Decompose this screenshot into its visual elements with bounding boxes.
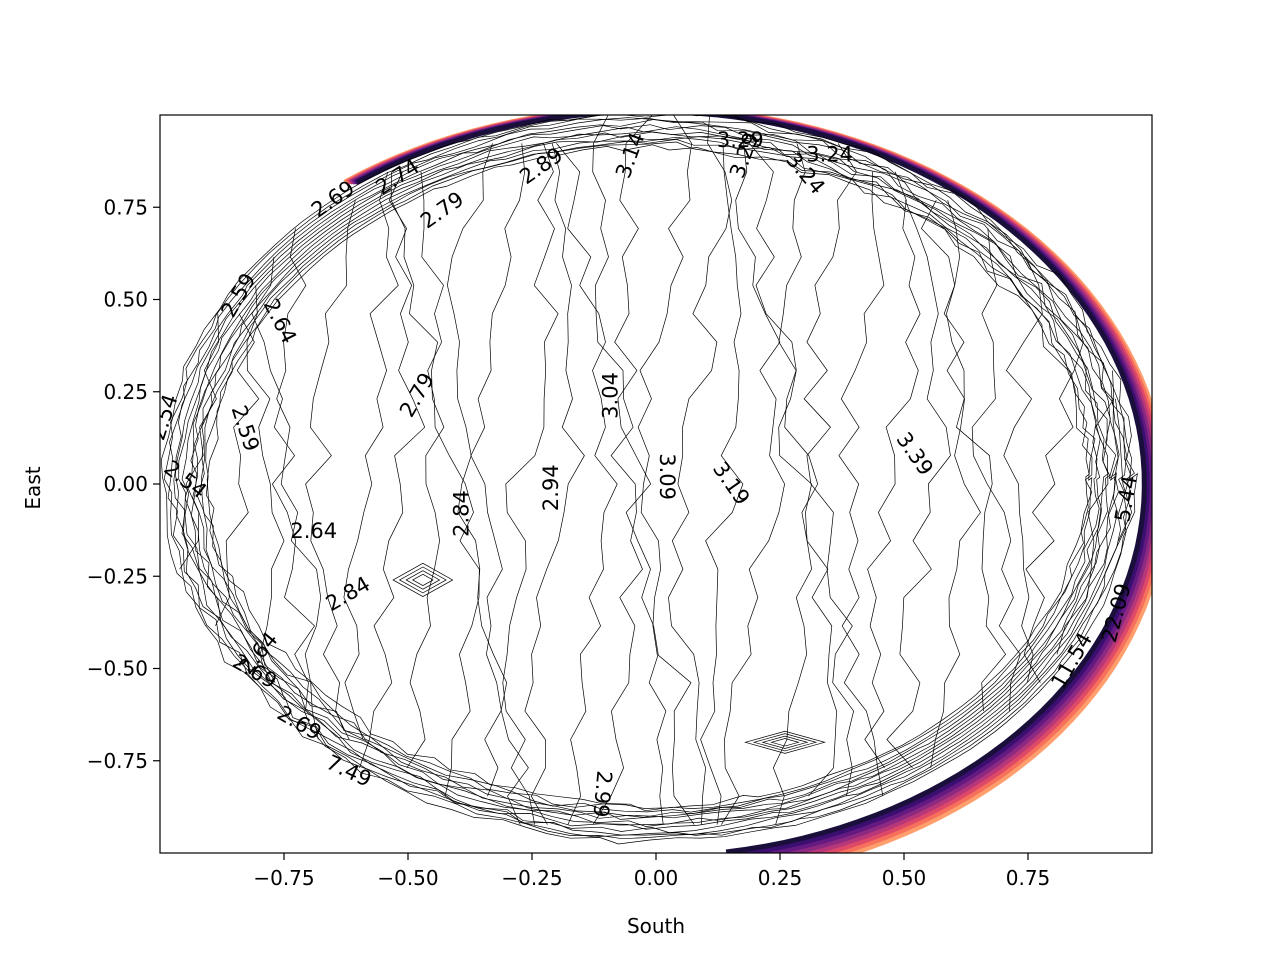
- contour-line: [305, 200, 356, 740]
- edge-contour-band: [355, 115, 1147, 853]
- x-axis-ticks: −0.75 −0.50 −0.25 0.00 0.25 0.50 0.75: [253, 853, 1050, 890]
- contour-line: [778, 143, 837, 797]
- contour-ring: [178, 124, 1120, 830]
- contour-line: [343, 171, 399, 740]
- contour-ring: [184, 131, 1111, 826]
- x-tick-label: 0.75: [1006, 866, 1051, 890]
- y-axis-ticks: 0.75 0.50 0.25 0.00 −0.25 −0.50 −0.75: [87, 195, 160, 773]
- x-axis-label: South: [627, 914, 685, 938]
- contour-ring: [160, 115, 1138, 845]
- contour-ring: [173, 119, 1119, 833]
- contour-label: 2.84: [450, 490, 474, 537]
- contour-line: [614, 115, 667, 825]
- contour-line: [886, 200, 951, 769]
- contour-island: [392, 562, 454, 597]
- x-tick-label: −0.50: [377, 866, 438, 890]
- x-tick-label: −0.25: [501, 866, 562, 890]
- contour-line: [700, 143, 744, 825]
- contour-line: [946, 200, 1007, 712]
- contour-ring: [197, 136, 1100, 818]
- y-tick-label: 0.25: [103, 380, 148, 404]
- contour-island: [752, 733, 818, 752]
- x-tick-label: 0.25: [758, 866, 803, 890]
- contour-line: [1056, 370, 1115, 655]
- contour-label: 3.24: [806, 143, 853, 167]
- contour-ring: [206, 144, 1090, 809]
- contour-line: [447, 143, 508, 797]
- y-axis-label: East: [21, 466, 45, 509]
- contour-line: [246, 285, 285, 683]
- contour-line: [971, 228, 1021, 712]
- contour-ring: [192, 134, 1103, 820]
- contour-line: [803, 143, 857, 797]
- contour-line: [668, 115, 733, 825]
- contour-line: [276, 228, 322, 740]
- contour-line: [251, 256, 315, 712]
- contour-ring: [181, 126, 1117, 827]
- contour-label: 2.99: [588, 770, 616, 819]
- contour-line: [637, 115, 695, 825]
- y-tick-label: −0.50: [87, 657, 148, 681]
- contour-line: [749, 143, 812, 825]
- contour-line: [556, 143, 618, 825]
- contour-island: [398, 566, 447, 594]
- contour-line: [470, 143, 529, 825]
- y-tick-label: 0.50: [103, 288, 148, 312]
- contour-line: [1115, 398, 1133, 541]
- contour-label: 3.04: [598, 372, 622, 419]
- contour-ring: [190, 131, 1109, 819]
- contour-line: [502, 143, 559, 825]
- y-tick-label: −0.25: [87, 564, 148, 588]
- contour-label: 3.29: [717, 128, 764, 152]
- x-tick-label: 0.50: [882, 866, 927, 890]
- y-tick-label: 0.00: [103, 472, 148, 496]
- contour-island: [743, 730, 826, 754]
- contour-line: [864, 171, 921, 768]
- contour-island: [761, 735, 809, 749]
- contour-line: [838, 171, 885, 797]
- contour-edge-bands: [343, 115, 1152, 853]
- contour-line: [215, 313, 260, 627]
- y-tick-label: −0.75: [87, 749, 148, 773]
- contour-island: [412, 573, 434, 586]
- contour-line: [359, 171, 426, 768]
- contour-island: [405, 570, 441, 590]
- contour-label: 2.64: [290, 519, 337, 543]
- contour-line: [721, 143, 785, 825]
- contour-line: [420, 171, 480, 797]
- contour-line: [920, 200, 981, 768]
- contour-label: 2.94: [539, 464, 563, 511]
- contour-line: [524, 143, 585, 825]
- contour-lines: [160, 115, 1138, 845]
- contour-line: [179, 313, 219, 570]
- contour-ring: [201, 139, 1096, 813]
- contour-label: 3.09: [655, 453, 679, 500]
- contour-island: [770, 738, 800, 747]
- x-tick-label: 0.00: [634, 866, 679, 890]
- x-tick-label: −0.75: [253, 866, 314, 890]
- contour-line: [1003, 256, 1043, 683]
- y-tick-label: 0.75: [103, 195, 148, 219]
- contour-line: [592, 115, 643, 825]
- contour-ring: [205, 141, 1093, 812]
- contour-ring: [167, 117, 1132, 838]
- contour-line: [390, 171, 445, 768]
- contour-ring: [175, 117, 1127, 836]
